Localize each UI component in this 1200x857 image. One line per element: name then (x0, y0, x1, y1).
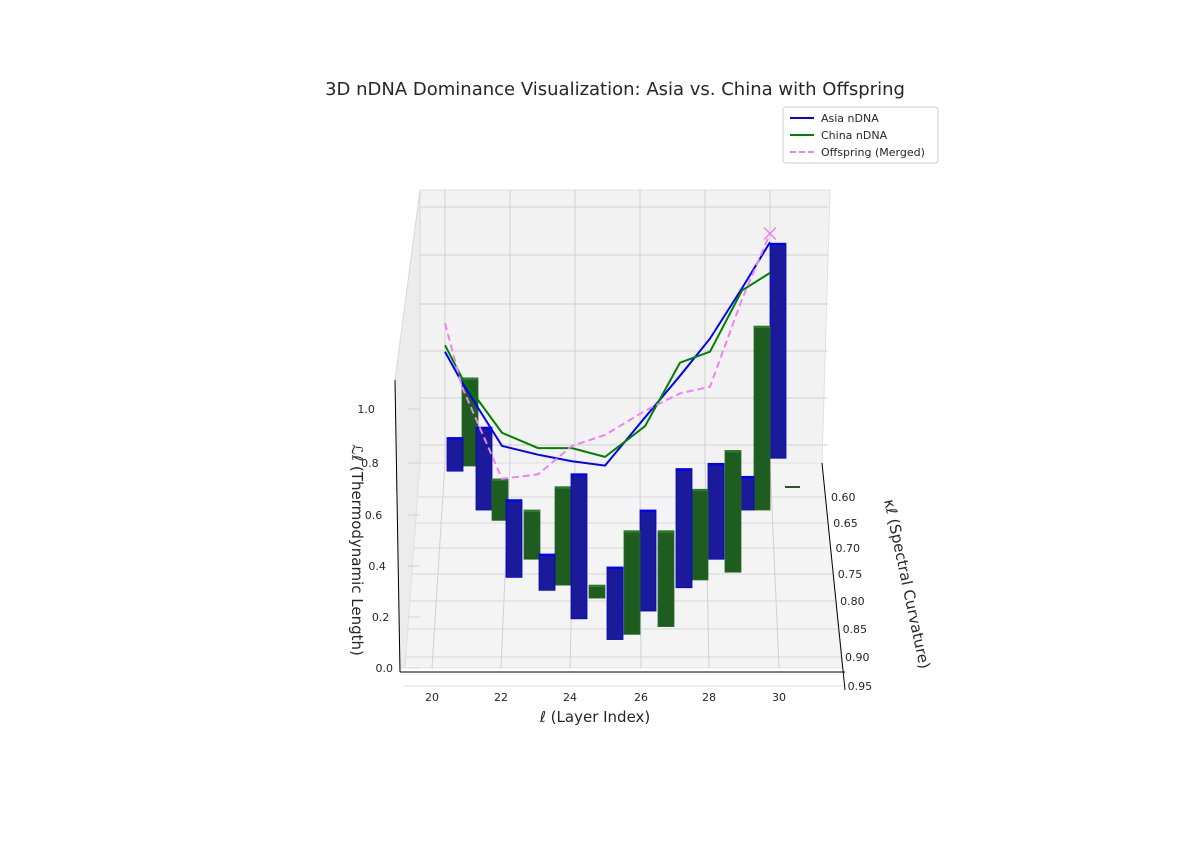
z-tick-label: 0.0 (376, 662, 394, 675)
axes (394, 379, 846, 691)
z-tick-label: 0.6 (365, 509, 383, 522)
legend-box (782, 106, 939, 164)
y-axis-label: κℓ (Spectral Curvature) (880, 498, 934, 671)
x-axis-label: ℓ (Layer Index) (539, 708, 651, 726)
y-tick-label: 0.70 (835, 542, 860, 555)
bar-asia (707, 462, 725, 560)
bar-asia (446, 437, 464, 472)
z-axis-label: ℒℓ (Thermodynamic Length) (348, 444, 366, 656)
bar-asia (570, 473, 588, 620)
line-china-ndna (444, 272, 771, 458)
bar-china (657, 530, 675, 627)
y-axis-line (821, 462, 846, 691)
y-tick-label: 0.95 (848, 680, 873, 693)
series-lines (444, 226, 777, 480)
x-tick-label: 20 (425, 691, 439, 704)
y-tick-label: 0.85 (843, 623, 868, 636)
bar-asia (505, 499, 523, 578)
x-tick-label: 26 (634, 691, 648, 704)
bar-china (623, 530, 641, 635)
legend-label-asia: Asia nDNA (821, 112, 879, 125)
y-tick-label: 0.80 (840, 595, 865, 608)
y-tick-label: 0.90 (845, 651, 870, 664)
y-tick-label: 0.60 (831, 491, 856, 504)
x-tick-label: 30 (772, 691, 786, 704)
z-tick-label: 0.2 (372, 611, 390, 624)
bar-asia (639, 509, 657, 612)
bar-china (691, 488, 709, 581)
tick-labels: 0.60 0.65 0.70 0.75 0.80 0.85 0.90 0.95 0.0 0.2 0.… (357, 403, 872, 704)
x-tick-label: 24 (563, 691, 577, 704)
bar-asia (675, 468, 693, 589)
bar-china (753, 325, 771, 511)
line-asia-ndna (444, 241, 771, 467)
floor-pane (404, 462, 843, 669)
z-tick-label: 0.4 (368, 560, 386, 573)
bar-china (554, 486, 572, 586)
legend-label-china: China nDNA (821, 129, 888, 142)
y-tick-label: 0.75 (838, 568, 863, 581)
bar-china (724, 450, 742, 573)
bars (446, 242, 800, 640)
z-tick-label: 1.0 (357, 403, 375, 416)
chart-title: 3D nDNA Dominance Visualization: Asia vs… (325, 79, 905, 100)
x-tick-label: 28 (702, 691, 716, 704)
legend-label-offspring: Offspring (Merged) (821, 146, 925, 159)
offspring-end-marker-icon (763, 226, 777, 241)
bar-china (523, 509, 541, 560)
line-offspring-merged- (444, 233, 771, 480)
x-tick-label: 22 (494, 691, 508, 704)
legend: Asia nDNA China nDNA Offspring (Merged) (782, 106, 939, 164)
z-axis-line (394, 379, 401, 673)
bar-asia (606, 566, 624, 640)
z-tick-label: 0.8 (361, 457, 379, 470)
bar-asia (538, 553, 556, 591)
bar-asia (769, 242, 787, 459)
y-tick-label: 0.65 (833, 517, 858, 530)
